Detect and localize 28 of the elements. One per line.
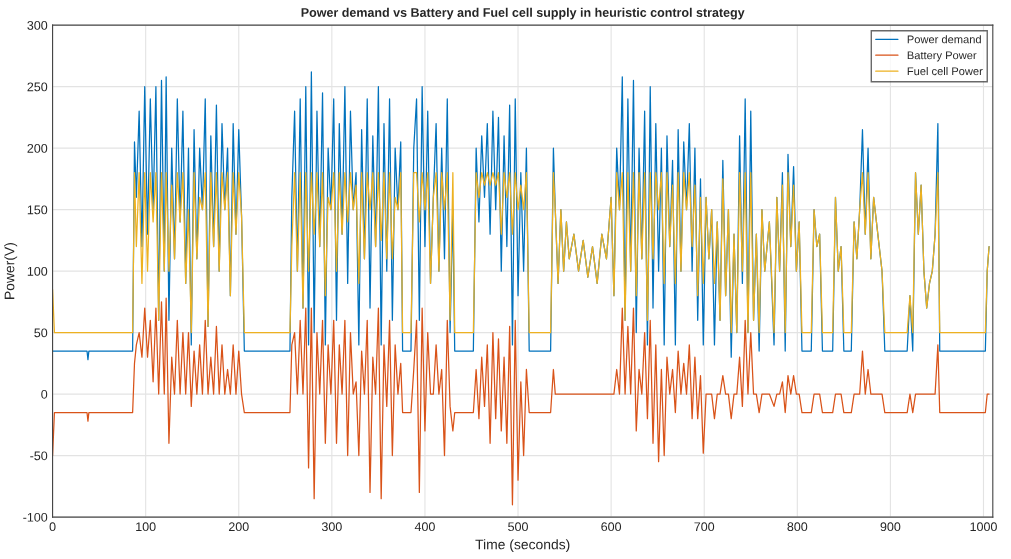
x-tick-label: 200 [228,522,249,532]
x-tick-label: 400 [414,522,435,532]
y-tick-label: 0 [41,389,48,399]
x-tick-label: 0 [49,522,56,532]
legend-label: Fuel cell Power [907,66,983,76]
x-axis-title: Time (seconds) [475,539,570,553]
line-series [52,297,990,506]
x-tick-label: 500 [508,522,528,532]
y-tick-label: 300 [27,20,48,30]
y-tick-label: -100 [23,512,48,522]
legend-label: Battery Power [907,51,977,62]
x-tick-label: 800 [787,522,808,532]
y-tick-label: 250 [27,82,48,92]
y-tick-label: 50 [34,328,48,338]
x-tick-label: 100 [136,522,156,532]
y-axis-title: Power(V) [4,243,18,299]
x-tick-label: 300 [321,522,342,532]
y-tick-label: 200 [27,143,48,153]
y-tick-label: 150 [27,205,48,215]
x-tick-label: 700 [694,522,715,532]
legend-label: Power demand [907,35,981,44]
chart-title: Power demand vs Battery and Fuel cell supply in heuristic control strategy [301,7,745,20]
line-series [52,172,990,334]
y-tick-label: 100 [27,266,48,276]
x-tick-label: 900 [880,522,901,532]
y-tick-label: -50 [30,451,48,461]
x-tick-label: 1000 [970,522,997,532]
x-tick-label: 600 [601,522,622,532]
